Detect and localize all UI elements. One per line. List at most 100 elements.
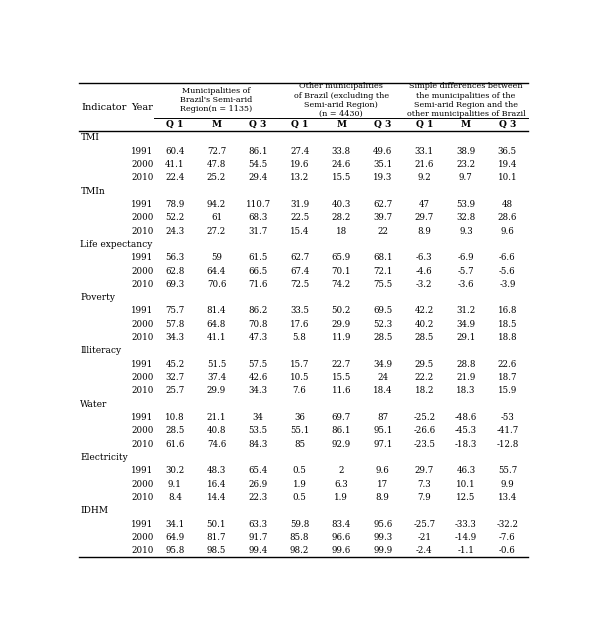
Text: 9.6: 9.6 [501, 226, 514, 236]
Text: Q 3: Q 3 [249, 120, 267, 129]
Text: 57.8: 57.8 [165, 320, 185, 329]
Text: -25.7: -25.7 [413, 520, 435, 528]
Text: 22.5: 22.5 [290, 213, 309, 222]
Text: 40.8: 40.8 [207, 426, 226, 435]
Text: Electricity: Electricity [81, 453, 128, 462]
Text: 1991: 1991 [131, 200, 153, 209]
Text: 2: 2 [339, 466, 344, 476]
Text: 29.9: 29.9 [207, 386, 226, 396]
Text: 62.7: 62.7 [373, 200, 392, 209]
Text: 10.1: 10.1 [498, 174, 517, 182]
Text: 95.1: 95.1 [373, 426, 392, 435]
Text: TMIn: TMIn [81, 187, 105, 196]
Text: 38.9: 38.9 [456, 147, 475, 155]
Text: 99.9: 99.9 [373, 546, 392, 555]
Text: 25.2: 25.2 [207, 174, 226, 182]
Text: 18.5: 18.5 [498, 320, 517, 329]
Text: IDHM: IDHM [81, 506, 108, 515]
Text: 29.9: 29.9 [332, 320, 351, 329]
Text: M: M [336, 120, 346, 129]
Text: 74.2: 74.2 [332, 280, 351, 289]
Text: 46.3: 46.3 [456, 466, 475, 476]
Text: 68.3: 68.3 [249, 213, 268, 222]
Text: 87: 87 [377, 413, 388, 422]
Text: 19.4: 19.4 [498, 160, 517, 169]
Text: 13.4: 13.4 [498, 493, 517, 502]
Text: 9.3: 9.3 [459, 226, 472, 236]
Text: 59: 59 [211, 253, 222, 262]
Text: 26.9: 26.9 [249, 480, 268, 489]
Text: 18.4: 18.4 [373, 386, 392, 396]
Text: 34: 34 [253, 413, 263, 422]
Text: 18.7: 18.7 [498, 373, 517, 382]
Text: 2010: 2010 [131, 546, 153, 555]
Text: -14.9: -14.9 [455, 533, 477, 542]
Text: 86.1: 86.1 [248, 147, 268, 155]
Text: 60.4: 60.4 [165, 147, 185, 155]
Text: 2010: 2010 [131, 333, 153, 342]
Text: 70.8: 70.8 [248, 320, 268, 329]
Text: 14.4: 14.4 [207, 493, 226, 502]
Text: -7.6: -7.6 [499, 533, 516, 542]
Text: 33.8: 33.8 [332, 147, 350, 155]
Text: 64.4: 64.4 [207, 267, 226, 276]
Text: 85: 85 [294, 440, 305, 448]
Text: -3.9: -3.9 [499, 280, 516, 289]
Text: -53: -53 [501, 413, 514, 422]
Text: 65.4: 65.4 [249, 466, 268, 476]
Text: 1991: 1991 [131, 306, 153, 316]
Text: 50.1: 50.1 [207, 520, 226, 528]
Text: 34.9: 34.9 [373, 360, 392, 369]
Text: 22: 22 [377, 226, 388, 236]
Text: 21.6: 21.6 [414, 160, 434, 169]
Text: 9.1: 9.1 [168, 480, 182, 489]
Text: 45.2: 45.2 [165, 360, 185, 369]
Text: 1991: 1991 [131, 253, 153, 262]
Text: 98.2: 98.2 [290, 546, 309, 555]
Text: 99.4: 99.4 [249, 546, 268, 555]
Text: 31.7: 31.7 [249, 226, 268, 236]
Text: 25.7: 25.7 [165, 386, 185, 396]
Text: 9.9: 9.9 [501, 480, 514, 489]
Text: 18.8: 18.8 [498, 333, 517, 342]
Text: 28.6: 28.6 [498, 213, 517, 222]
Text: 84.3: 84.3 [249, 440, 268, 448]
Text: Q 3: Q 3 [498, 120, 516, 129]
Text: 54.5: 54.5 [249, 160, 268, 169]
Text: 47.8: 47.8 [207, 160, 226, 169]
Text: -23.5: -23.5 [413, 440, 435, 448]
Text: 48: 48 [502, 200, 513, 209]
Text: -6.3: -6.3 [416, 253, 433, 262]
Text: 1.9: 1.9 [334, 493, 348, 502]
Text: 55.1: 55.1 [290, 426, 309, 435]
Text: -21: -21 [417, 533, 432, 542]
Text: 2000: 2000 [131, 213, 153, 222]
Text: -12.8: -12.8 [496, 440, 519, 448]
Text: -18.3: -18.3 [455, 440, 477, 448]
Text: 17: 17 [377, 480, 388, 489]
Text: 52.2: 52.2 [165, 213, 185, 222]
Text: -5.6: -5.6 [499, 267, 516, 276]
Text: 32.7: 32.7 [165, 373, 185, 382]
Text: 22.4: 22.4 [165, 174, 185, 182]
Text: 39.7: 39.7 [373, 213, 392, 222]
Text: 67.4: 67.4 [290, 267, 309, 276]
Text: 62.8: 62.8 [165, 267, 185, 276]
Text: 15.5: 15.5 [332, 373, 351, 382]
Text: 36: 36 [294, 413, 305, 422]
Text: 15.4: 15.4 [290, 226, 309, 236]
Text: 98.5: 98.5 [207, 546, 226, 555]
Text: 48.3: 48.3 [207, 466, 226, 476]
Text: 16.4: 16.4 [207, 480, 226, 489]
Text: Water: Water [81, 399, 108, 409]
Text: 97.1: 97.1 [373, 440, 392, 448]
Text: -3.2: -3.2 [416, 280, 433, 289]
Text: 69.3: 69.3 [165, 280, 185, 289]
Text: 95.6: 95.6 [373, 520, 392, 528]
Text: 34.3: 34.3 [165, 333, 184, 342]
Text: 8.9: 8.9 [417, 226, 431, 236]
Text: 28.5: 28.5 [165, 426, 185, 435]
Text: 12.5: 12.5 [456, 493, 475, 502]
Text: 2000: 2000 [131, 480, 153, 489]
Text: 91.7: 91.7 [249, 533, 268, 542]
